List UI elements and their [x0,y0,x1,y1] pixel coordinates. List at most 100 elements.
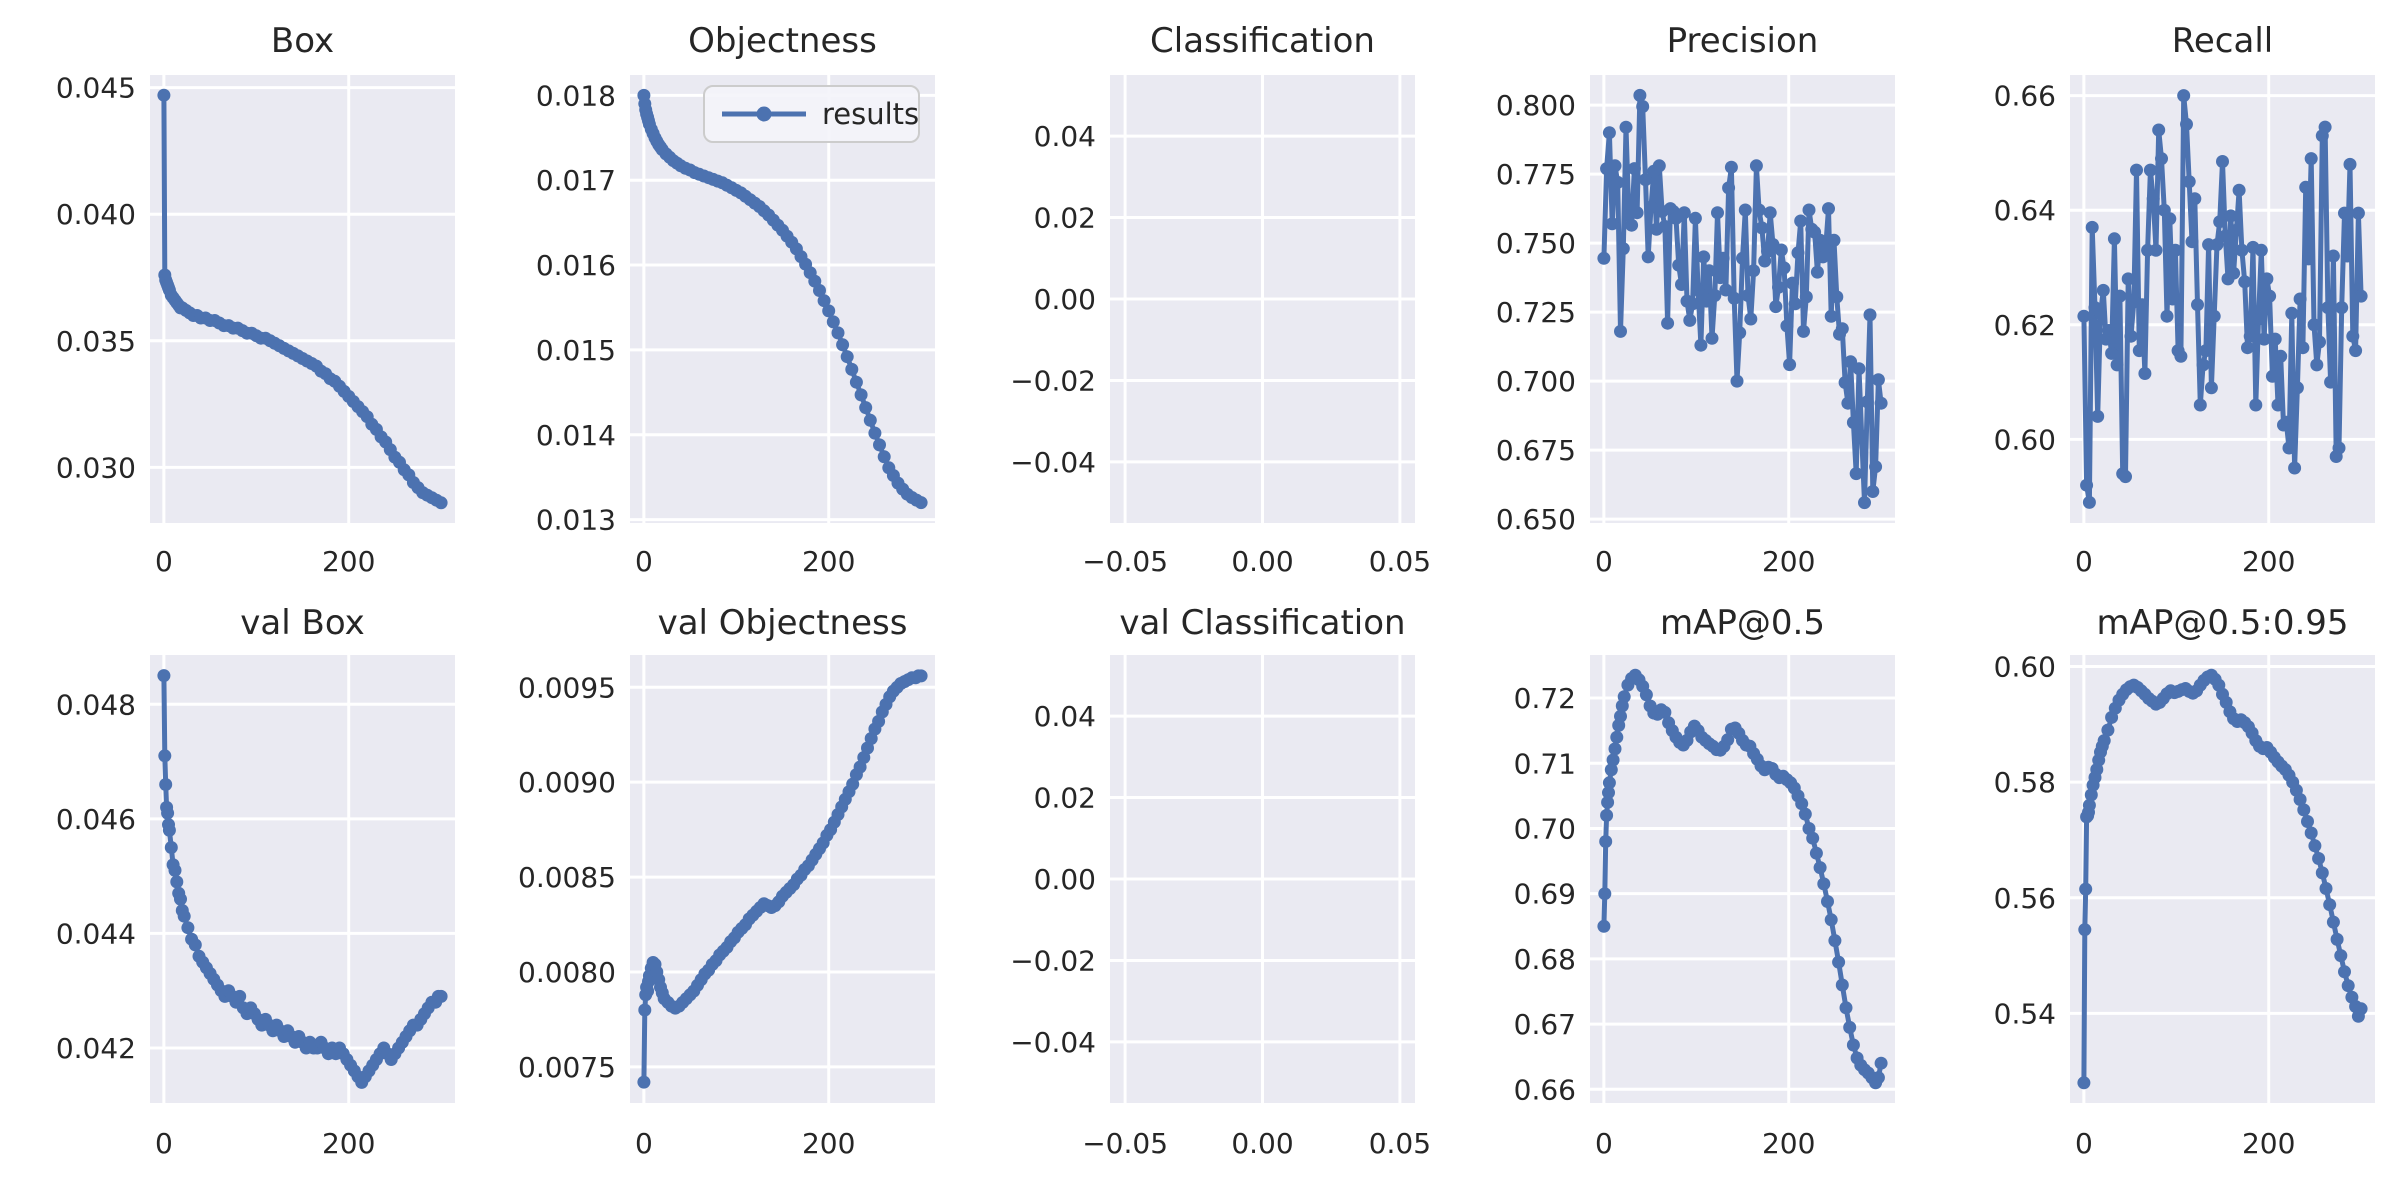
axes-background [630,655,935,1103]
panel-map0595: 0 200 0.60 0.58 0.56 0.54 mAP@0.5:0.95 [1920,600,2400,1200]
y-axis-ticks: 0.66 0.64 0.62 0.60 [1994,80,2056,457]
y-tick-label: 0.044 [56,917,136,950]
axes-background [150,75,455,523]
y-tick-label: 0.0075 [518,1051,616,1084]
y-tick-label: 0.018 [536,79,616,112]
y-tick-label: 0.035 [56,325,136,358]
x-axis-ticks: 0 200 [155,1127,375,1160]
y-tick-label: 0.016 [536,249,616,282]
x-tick-label: 0.00 [1231,545,1293,578]
y-axis-ticks: 0.04 0.02 0.00 −0.02 −0.04 [1010,700,1096,1059]
gridlines [1110,655,1415,1103]
y-tick-label: 0.60 [1994,651,2056,684]
y-tick-label: 0.042 [56,1032,136,1065]
x-tick-label: −0.05 [1082,1127,1168,1160]
y-tick-label: 0.013 [536,504,616,537]
panel-val-objectness: 0 200 0.0095 0.0090 0.0085 0.0080 0.0075 val Ob… [480,600,960,1200]
x-tick-label: 200 [802,1127,855,1160]
panel-recall: 0 200 0.66 0.64 0.62 0.60 Recall [1920,0,2400,600]
x-tick-label: 200 [322,545,375,578]
plot-title: val Objectness [658,603,908,643]
y-axis-ticks: 0.60 0.58 0.56 0.54 [1994,651,2056,1031]
x-tick-label: 0 [1595,1127,1613,1160]
y-tick-label: 0.0095 [518,671,616,704]
plot-title: mAP@0.5 [1660,603,1825,643]
y-tick-label: −0.02 [1010,364,1096,397]
y-tick-label: 0.67 [1514,1008,1576,1041]
plot-title: Precision [1667,21,1819,61]
series-markers [2077,89,2368,509]
y-tick-label: 0.0085 [518,861,616,894]
y-tick-label: 0.71 [1514,747,1576,780]
y-tick-label: 0.800 [1496,89,1576,122]
legend-label: results [822,97,919,131]
subplot-svg: −0.05 0.00 0.05 0.04 0.02 0.00 −0.02 −0.04 Class… [1010,21,1431,578]
y-tick-label: 0.046 [56,803,136,836]
y-tick-label: 0.00 [1034,283,1096,316]
gridlines [2070,655,2375,1103]
subplot-svg: 0 200 0.018 0.017 0.016 0.015 0.014 0.013 Object… [536,21,935,578]
x-tick-label: 200 [1762,1127,1815,1160]
x-tick-label: 0 [155,1127,173,1160]
series-markers [157,88,448,510]
x-tick-label: 0 [2075,545,2093,578]
x-tick-label: 200 [2242,1127,2295,1160]
plot-title: mAP@0.5:0.95 [2096,603,2348,643]
plot-title: val Box [240,603,364,643]
y-tick-label: 0.02 [1034,202,1096,235]
y-axis-ticks: 0.045 0.040 0.035 0.030 [56,72,136,485]
y-tick-label: 0.62 [1994,309,2056,342]
y-tick-label: 0.014 [536,419,616,452]
y-tick-label: 0.04 [1034,120,1096,153]
y-tick-label: 0.66 [1994,80,2056,113]
y-tick-label: 0.045 [56,72,136,105]
gridlines [630,655,935,1103]
y-tick-label: 0.54 [1994,997,2056,1030]
y-tick-label: 0.700 [1496,365,1576,398]
panel-val-classification: −0.05 0.00 0.05 0.04 0.02 0.00 −0.02 −0.04 val C… [960,600,1440,1200]
x-tick-label: 200 [1762,545,1815,578]
y-tick-label: 0.775 [1496,158,1576,191]
y-axis-ticks: 0.0095 0.0090 0.0085 0.0080 0.0075 [518,671,616,1084]
x-tick-label: 0 [635,1127,653,1160]
y-tick-label: 0.56 [1994,882,2056,915]
y-tick-label: −0.04 [1010,1026,1096,1059]
series-markers [2077,668,2368,1090]
plot-title: val Classification [1119,603,1405,643]
y-axis-ticks: 0.72 0.71 0.70 0.69 0.68 0.67 0.66 [1514,682,1576,1106]
x-axis-ticks: 0 200 [155,545,375,578]
gridlines [150,75,455,523]
y-tick-label: 0.650 [1496,503,1576,536]
subplot-svg: 0 200 0.045 0.040 0.035 0.030 Box [56,21,455,578]
subplot-svg: 0 200 0.72 0.71 0.70 0.69 0.68 0.67 0.66 mAP@0.5 [1514,603,1895,1160]
y-axis-ticks: 0.048 0.046 0.044 0.042 [56,688,136,1065]
x-axis-ticks: −0.05 0.00 0.05 [1082,545,1431,578]
y-tick-label: 0.048 [56,688,136,721]
x-tick-label: 200 [322,1127,375,1160]
y-tick-label: 0.725 [1496,296,1576,329]
subplot-svg: 0 200 0.800 0.775 0.750 0.725 0.700 0.675 0.650 P… [1496,21,1895,578]
x-tick-label: 0 [1595,545,1613,578]
panel-precision: 0 200 0.800 0.775 0.750 0.725 0.700 0.675 0.650 P… [1440,0,1920,600]
x-axis-ticks: 0 200 [2075,1127,2295,1160]
subplot-svg: 0 200 0.048 0.046 0.044 0.042 val Box [56,603,455,1160]
x-tick-label: −0.05 [1082,545,1168,578]
series-markers [1597,88,1888,510]
y-tick-label: 0.0080 [518,956,616,989]
panel-classification: −0.05 0.00 0.05 0.04 0.02 0.00 −0.02 −0.04 Class… [960,0,1440,600]
y-tick-label: 0.030 [56,451,136,484]
x-tick-label: 200 [802,545,855,578]
y-tick-label: 0.750 [1496,227,1576,260]
legend-box [703,85,920,143]
plot-title: Recall [2172,21,2273,61]
y-axis-ticks: 0.04 0.02 0.00 −0.02 −0.04 [1010,120,1096,479]
legend-marker-sample [756,106,772,122]
y-tick-label: −0.02 [1010,944,1096,977]
x-tick-label: 0 [155,545,173,578]
y-tick-label: 0.00 [1034,863,1096,896]
x-tick-label: 0 [635,545,653,578]
y-axis-ticks: 0.018 0.017 0.016 0.015 0.014 0.013 [536,79,616,536]
subplot-svg: 0 200 0.60 0.58 0.56 0.54 mAP@0.5:0.95 [1994,603,2375,1160]
panel-val-box: 0 200 0.048 0.046 0.044 0.042 val Box [0,600,480,1200]
y-tick-label: 0.68 [1514,943,1576,976]
